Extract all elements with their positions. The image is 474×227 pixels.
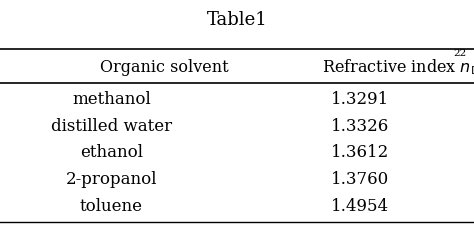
Text: 1.3760: 1.3760: [331, 171, 389, 188]
Text: 1.3326: 1.3326: [331, 117, 389, 134]
Text: Organic solvent: Organic solvent: [100, 59, 228, 75]
Text: methanol: methanol: [72, 90, 151, 107]
Text: Table1: Table1: [207, 11, 267, 29]
Text: 1.3612: 1.3612: [331, 144, 389, 161]
Text: toluene: toluene: [80, 197, 143, 214]
Text: 1.4954: 1.4954: [331, 197, 389, 214]
Text: Refractive index $\mathit{n}_{\mathrm{D}}$: Refractive index $\mathit{n}_{\mathrm{D}…: [322, 57, 474, 77]
Text: 22: 22: [454, 49, 467, 58]
Text: ethanol: ethanol: [80, 144, 143, 161]
Text: distilled water: distilled water: [51, 117, 172, 134]
Text: 2-propanol: 2-propanol: [65, 171, 157, 188]
Text: 1.3291: 1.3291: [331, 90, 389, 107]
